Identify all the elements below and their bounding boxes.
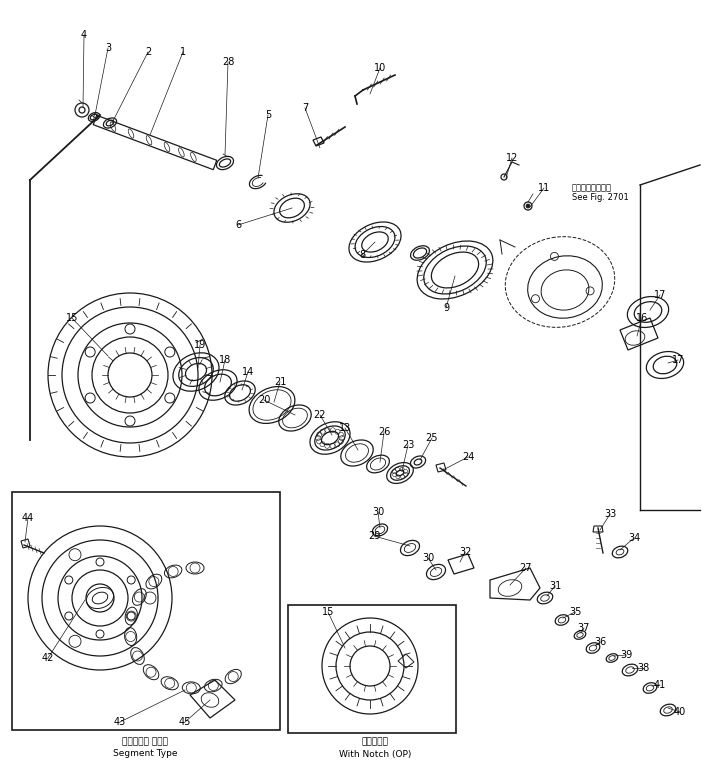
Bar (288, 605, 456, 733)
Text: 25: 25 (425, 433, 438, 443)
Text: 22: 22 (314, 410, 326, 420)
Bar (12, 492, 280, 730)
Text: See Fig. 2701: See Fig. 2701 (572, 194, 629, 202)
Text: 11: 11 (538, 183, 550, 193)
Text: 19: 19 (194, 340, 206, 350)
Text: 9: 9 (443, 303, 449, 313)
Text: 16: 16 (636, 313, 648, 323)
Text: 43: 43 (114, 717, 126, 727)
Text: 8: 8 (359, 250, 365, 260)
Text: 15: 15 (322, 607, 334, 617)
Text: 30: 30 (372, 507, 384, 517)
Text: 32: 32 (459, 547, 471, 557)
Text: 41: 41 (654, 680, 666, 690)
Text: 第２７０１図参照: 第２７０１図参照 (572, 184, 612, 192)
Text: 2: 2 (145, 47, 151, 57)
Text: With Notch (OP): With Notch (OP) (339, 750, 411, 758)
Text: 21: 21 (274, 377, 286, 387)
Text: 23: 23 (402, 440, 414, 450)
Text: 28: 28 (222, 57, 234, 67)
Text: 36: 36 (594, 637, 606, 647)
Text: 24: 24 (462, 452, 474, 462)
Text: 3: 3 (105, 43, 111, 53)
Text: 17: 17 (672, 355, 684, 365)
Text: セグメント タイプ: セグメント タイプ (122, 737, 168, 747)
Text: 1: 1 (180, 47, 186, 57)
Text: 13: 13 (339, 423, 351, 433)
Text: 31: 31 (549, 581, 561, 591)
Text: 6: 6 (235, 220, 241, 230)
Text: 34: 34 (628, 533, 640, 543)
Text: 5: 5 (265, 110, 271, 120)
Text: 42: 42 (42, 653, 54, 663)
Text: 4: 4 (81, 30, 87, 40)
Text: 切り欠き材: 切り欠き材 (362, 737, 388, 747)
Text: 14: 14 (242, 367, 254, 377)
Text: 26: 26 (378, 427, 390, 437)
Text: 44: 44 (22, 513, 34, 523)
Text: 45: 45 (179, 717, 191, 727)
Text: 15: 15 (66, 313, 78, 323)
Text: 38: 38 (637, 663, 649, 673)
Text: 35: 35 (569, 607, 581, 617)
Text: 10: 10 (374, 63, 386, 73)
Text: 20: 20 (258, 395, 270, 405)
Text: Segment Type: Segment Type (113, 750, 177, 758)
Text: 33: 33 (604, 509, 616, 519)
Text: 30: 30 (422, 553, 434, 563)
Circle shape (526, 204, 530, 208)
Text: 27: 27 (519, 563, 532, 573)
Text: 40: 40 (674, 707, 686, 717)
Text: 12: 12 (506, 153, 518, 163)
Text: 37: 37 (578, 623, 590, 633)
Text: 29: 29 (368, 531, 380, 541)
Text: 17: 17 (654, 290, 666, 300)
Text: 39: 39 (620, 650, 632, 660)
Text: 7: 7 (302, 103, 308, 113)
Text: 18: 18 (219, 355, 231, 365)
